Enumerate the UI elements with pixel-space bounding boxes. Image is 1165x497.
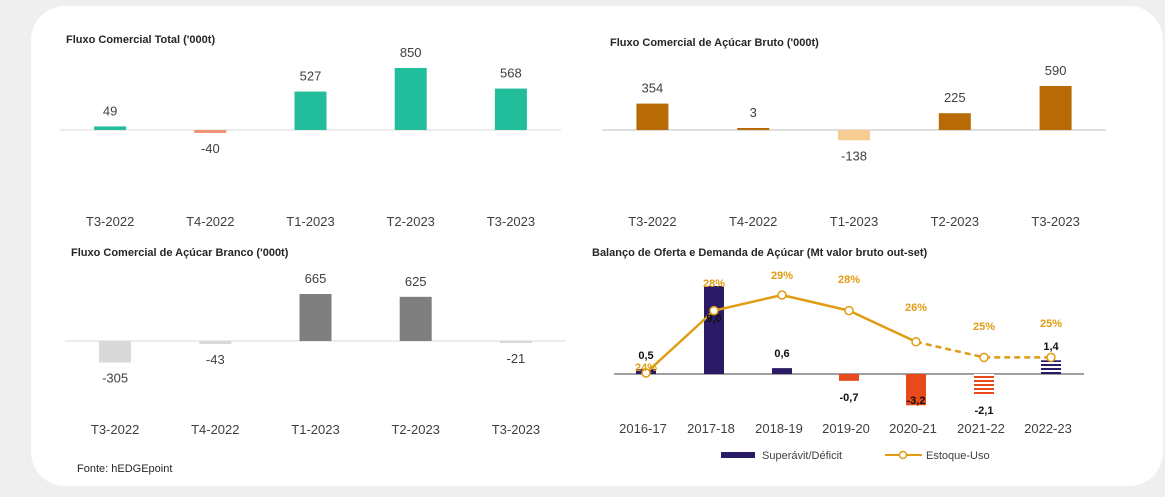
bar [838,130,870,141]
bar-data-label: 9,0 [706,313,721,325]
tick-label: T3-2023 [492,422,540,437]
bar [294,91,327,130]
data-label: 590 [1045,63,1067,78]
data-label: 527 [300,69,322,84]
line-marker [844,305,854,316]
chart-title: Fluxo Comercial Total ('000t) [66,34,215,46]
data-label: 665 [305,271,327,286]
line-marker [641,368,651,378]
line-marker [1046,352,1056,363]
bar [1039,86,1072,130]
bar-data-label: -3,2 [907,395,926,407]
bar [94,126,127,130]
bar [394,68,427,130]
data-label: 49 [103,103,117,118]
legend: Superávit/Déficit Estoque-Uso [721,450,990,462]
line-data-label: 26% [905,302,927,314]
tick-label: T1-2023 [286,214,334,229]
line-marker [709,305,719,316]
tick-label: 2016-17 [619,421,667,436]
data-label: 225 [944,90,966,105]
tick-label: 2019-20 [822,421,870,436]
bar [194,130,227,133]
line-data-label: 25% [973,321,995,333]
source-note: Fonte: hEDGEpoint [77,463,172,475]
tick-label: T3-2022 [628,214,676,229]
line-data-label: 28% [703,278,725,290]
legend-marker [898,450,908,460]
series-line-dashed [915,340,1051,359]
tick-label: 2022-23 [1024,421,1072,436]
tick-label: T1-2023 [830,214,878,229]
tick-label: T3-2023 [487,214,535,229]
bar-data-label: 1,4 [1043,341,1059,353]
data-label: -305 [102,371,128,386]
bar [199,341,232,345]
data-label: 568 [500,66,522,81]
line-marker [979,352,989,363]
data-label: 3 [750,105,757,120]
line-data-label: 29% [771,270,793,282]
tick-label: T4-2022 [729,214,777,229]
tick-label: 2018-19 [755,421,803,436]
bar-data-label: 0,6 [774,348,789,360]
bar [704,286,724,374]
tick-label: 2017-18 [687,421,735,436]
tick-label: 2020-21 [889,421,937,436]
bar [938,113,971,130]
bar [399,296,432,341]
tick-label: T2-2023 [931,214,979,229]
data-label: 625 [405,274,427,289]
data-label: -21 [507,351,526,366]
chart-card [31,6,1163,486]
bar-data-label: -0,7 [840,392,859,404]
bar [839,374,859,381]
data-label: 354 [642,81,664,96]
bar [1041,360,1061,374]
chart-fluxo-branco: Fluxo Comercial de Açúcar Branco ('000t)… [65,247,566,437]
series-line-solid [645,293,917,374]
tick-label: 2021-22 [957,421,1005,436]
chart-balanco: Balanço de Oferta e Demanda de Açúcar (M… [592,247,1084,462]
bar-data-label: -2,1 [975,405,994,417]
line-data-label: 24% [635,362,657,374]
bar [737,128,770,130]
chart-fluxo-total: Fluxo Comercial Total ('000t) 49 T3-2022 -… [60,34,561,229]
bar [772,368,792,374]
line-data-label: 28% [838,274,860,286]
bar [99,341,132,363]
bar [906,374,926,406]
chart-title: Fluxo Comercial de Açúcar Bruto ('000t) [610,37,819,49]
chart-fluxo-bruto: Fluxo Comercial de Açúcar Bruto ('000t) … [602,37,1106,229]
bar [494,88,527,130]
line-marker [777,290,787,300]
tick-label: T3-2022 [86,214,134,229]
tick-label: T4-2022 [191,422,239,437]
data-label: -138 [841,148,867,163]
legend-swatch-bar [721,452,755,458]
bar [636,103,669,130]
legend-label-line: Estoque-Uso [926,450,990,462]
bar-data-label: 0,5 [638,350,653,362]
tick-label: T4-2022 [186,214,234,229]
legend-label-bar: Superávit/Déficit [762,450,842,462]
tick-label: T2-2023 [391,422,439,437]
line-marker [911,337,921,347]
chart-title: Balanço de Oferta e Demanda de Açúcar (M… [592,247,927,259]
data-label: 850 [400,45,422,60]
tick-label: T3-2023 [1031,214,1079,229]
data-label: -43 [206,352,225,367]
line-data-label: 25% [1040,318,1062,330]
chart-title: Fluxo Comercial de Açúcar Branco ('000t) [71,247,289,259]
tick-label: T3-2022 [91,422,139,437]
data-label: -40 [201,141,220,156]
tick-label: T2-2023 [386,214,434,229]
bar [499,341,532,343]
tick-label: T1-2023 [291,422,339,437]
bar [299,294,332,341]
bar [974,374,994,395]
